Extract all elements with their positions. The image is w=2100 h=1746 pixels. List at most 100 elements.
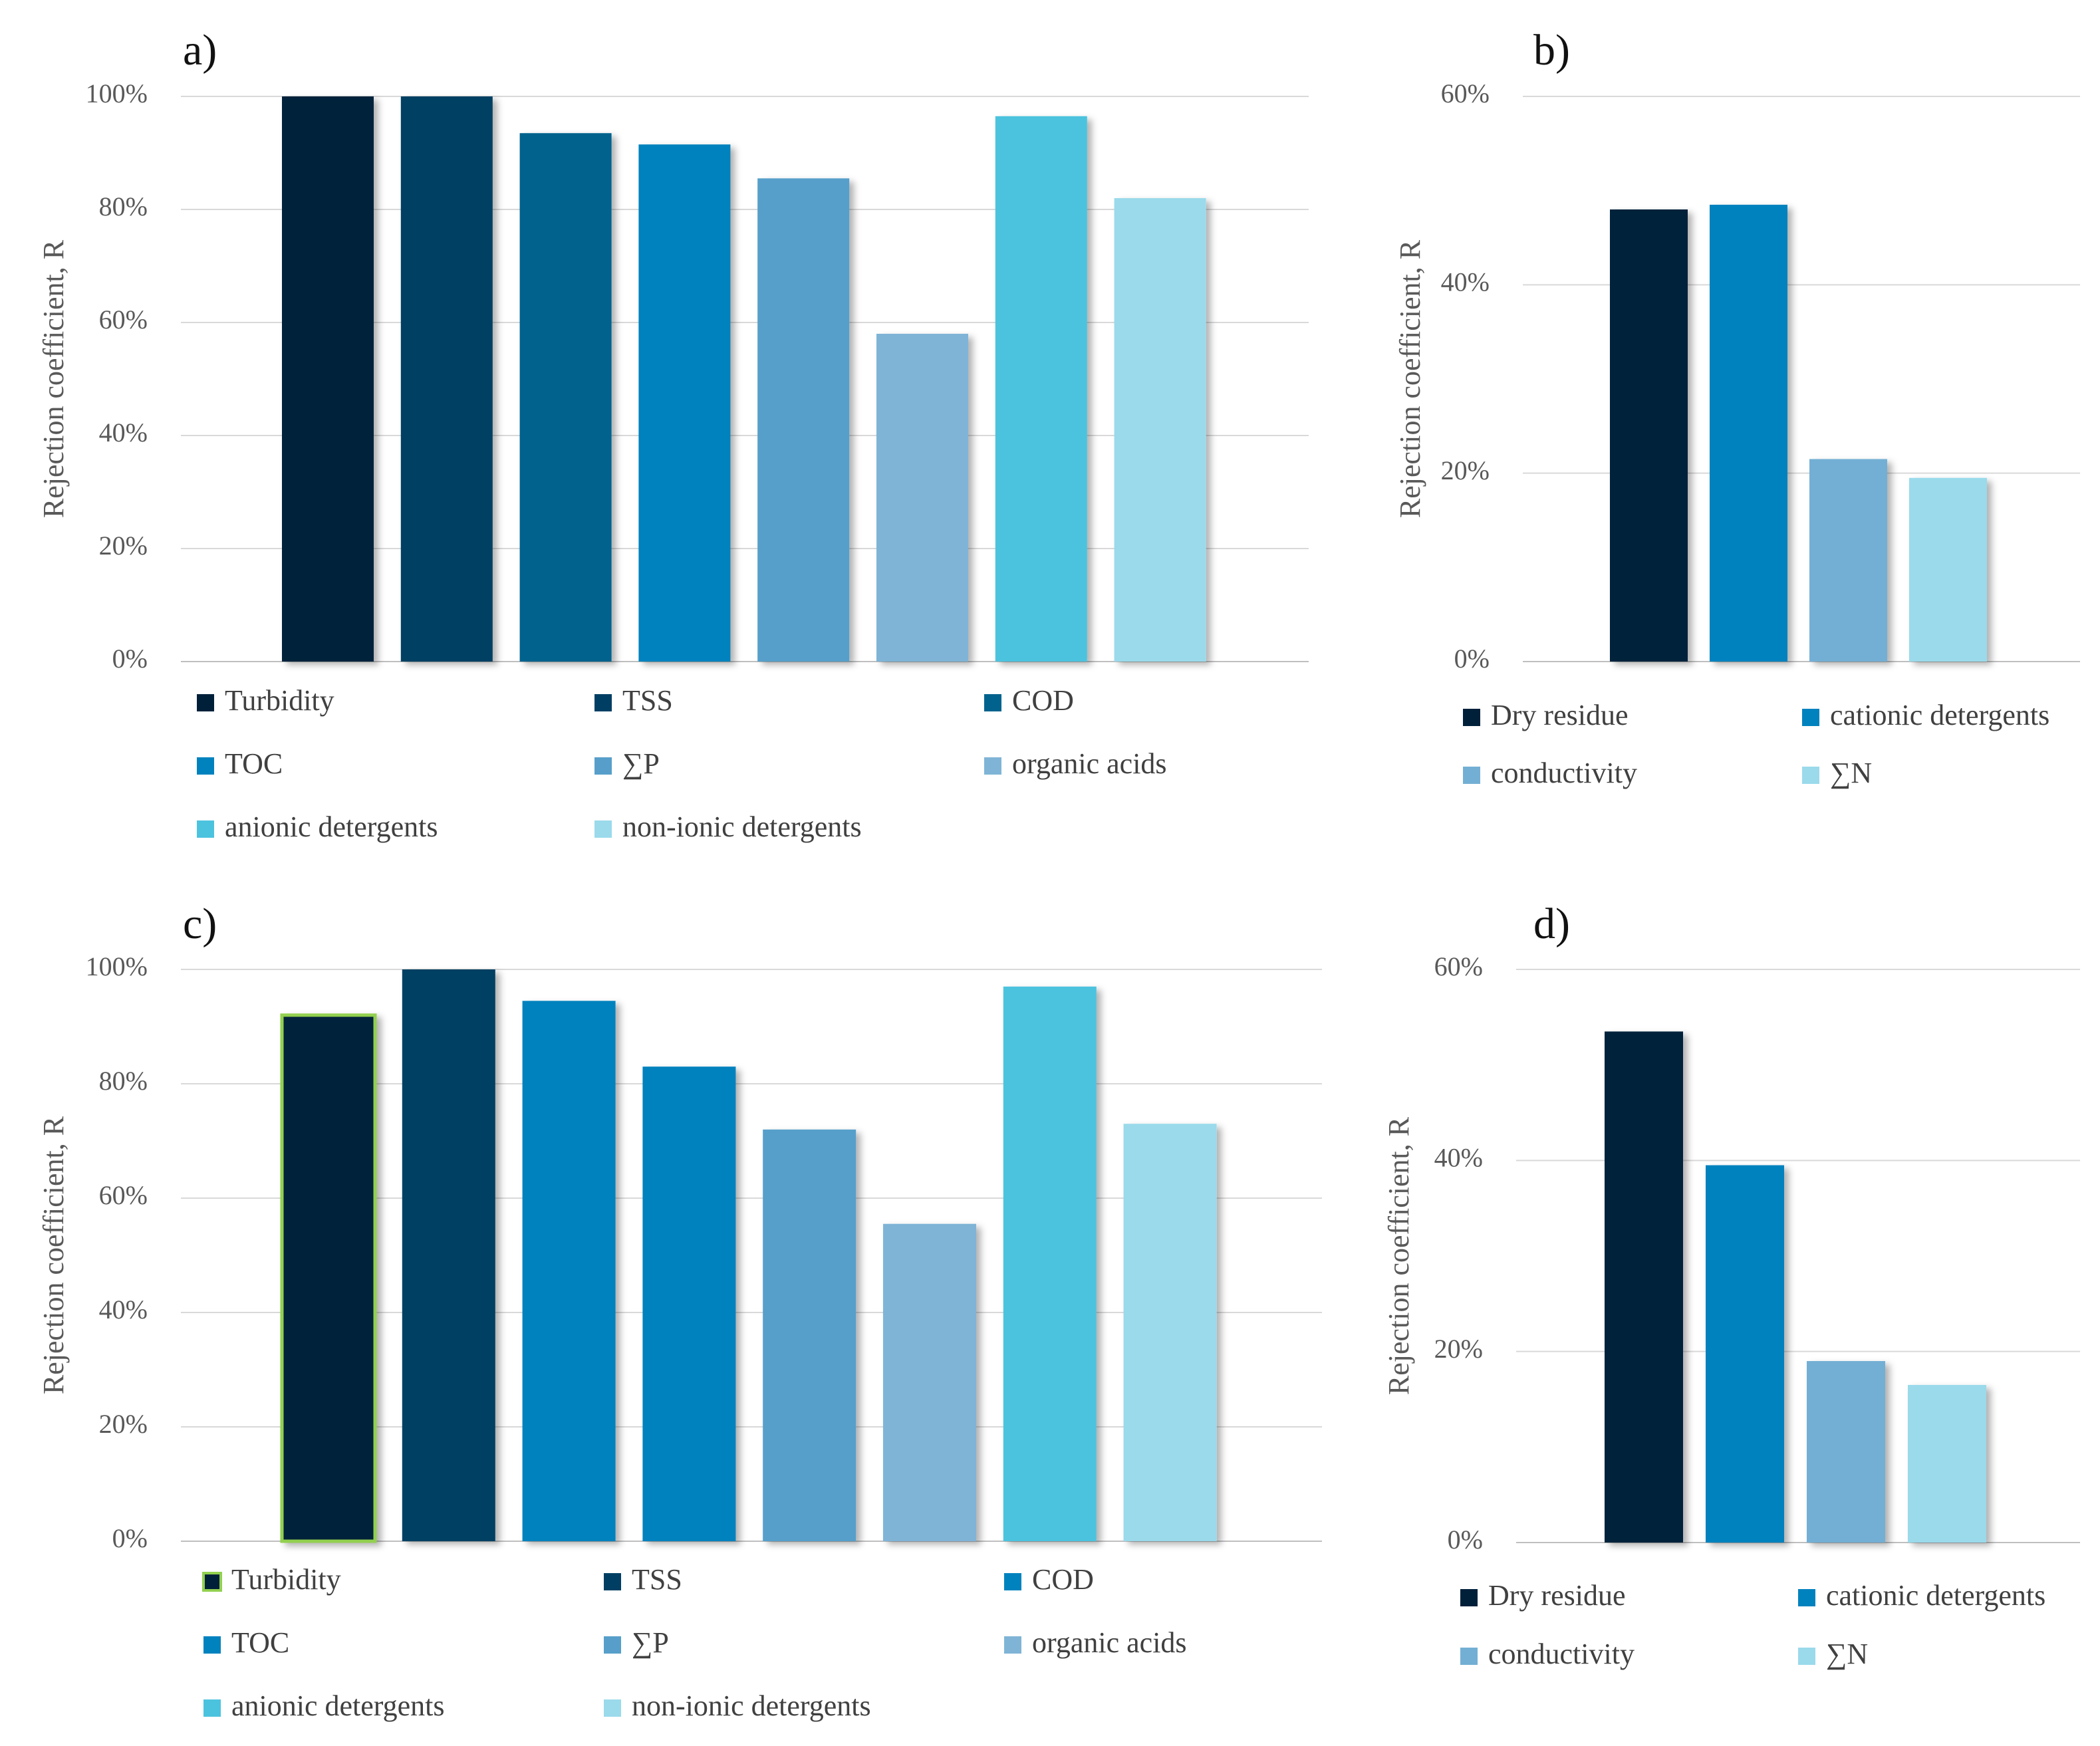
legend-label: Dry residue: [1488, 1579, 1626, 1612]
y-tick-label: 20%: [1441, 455, 1490, 485]
legend-label: Dry residue: [1491, 699, 1629, 731]
legend-swatch: [1463, 767, 1480, 784]
legend-swatch: [197, 757, 214, 775]
bar-0: [282, 1015, 375, 1541]
y-tick-label: 60%: [1441, 78, 1490, 108]
legend-swatch: [604, 1573, 621, 1590]
legend-label: TOC: [225, 747, 283, 780]
y-tick-label: 0%: [1454, 644, 1490, 674]
y-tick-label: 60%: [99, 305, 148, 334]
legend-swatch: [594, 757, 612, 775]
legend-label: cationic detergents: [1830, 699, 2049, 731]
bar-2: [520, 133, 612, 662]
y-tick-label: 80%: [99, 191, 148, 221]
legend-label: organic acids: [1032, 1626, 1187, 1659]
legend-swatch: [1460, 1648, 1478, 1665]
legend-swatch: [197, 820, 214, 838]
bar-4: [757, 178, 849, 662]
bar-5: [883, 1224, 976, 1541]
y-tick-label: 60%: [1434, 951, 1483, 981]
bar-6: [1003, 987, 1097, 1541]
y-axis-title: Rejection coefficient, R: [1382, 1116, 1415, 1395]
bar-0: [1610, 209, 1688, 662]
legend-label: ∑P: [622, 747, 660, 780]
legend-swatch: [984, 757, 1001, 775]
legend-swatch: [203, 1573, 221, 1590]
chart-panel-d: d) 0% 20% 40% 60% Rejection coefficient, R Dry…: [1382, 900, 2080, 1670]
bar-2: [523, 1001, 616, 1541]
legend-label: COD: [1012, 684, 1074, 717]
panel-label: d): [1533, 900, 1570, 948]
legend-label: conductivity: [1488, 1638, 1635, 1670]
legend-swatch: [203, 1699, 221, 1717]
bar-1: [402, 969, 495, 1541]
legend-label: conductivity: [1491, 757, 1637, 789]
legend-swatch: [1463, 709, 1480, 726]
chart-panel-c: c) 0% 20% 40% 60% 80% 100% Rejection coefficien…: [37, 900, 1322, 1722]
legend-label: Turbidity: [231, 1563, 341, 1596]
y-tick-label: 40%: [99, 418, 148, 447]
chart-panel-a: a) 0% 20% 40% 60% 80% 100% Rejection coefficien…: [37, 26, 1309, 843]
y-tick-label: 20%: [99, 531, 148, 561]
bar-3: [638, 144, 730, 662]
bar-2: [1809, 459, 1887, 662]
y-axis-title: Rejection coefficient, R: [37, 1116, 70, 1394]
legend-swatch: [1798, 1589, 1815, 1606]
y-tick-label: 40%: [99, 1295, 148, 1324]
legend-label: cationic detergents: [1826, 1579, 2045, 1612]
y-tick-label: 40%: [1441, 267, 1490, 297]
legend-swatch: [604, 1699, 621, 1717]
bar-0: [282, 96, 374, 662]
y-axis-title: Rejection coefficient, R: [37, 239, 70, 518]
bar-4: [763, 1130, 856, 1541]
legend-swatch: [197, 694, 214, 711]
bar-7: [1124, 1124, 1217, 1541]
panel-label: c): [183, 900, 217, 948]
legend-label: ∑P: [632, 1626, 669, 1659]
y-tick-label: 100%: [86, 78, 148, 108]
legend-swatch: [604, 1636, 621, 1654]
bar-1: [401, 96, 493, 662]
legend-swatch: [984, 694, 1001, 711]
bar-2: [1807, 1361, 1885, 1543]
panel-label: b): [1533, 26, 1570, 74]
y-tick-label: 40%: [1434, 1143, 1483, 1173]
bar-1: [1706, 1166, 1784, 1543]
legend-label: anionic detergents: [225, 811, 438, 843]
legend-label: non-ionic detergents: [622, 811, 862, 843]
legend-label: Turbidity: [225, 684, 334, 717]
figure: a)0%20%40%60%80%100%Rejection coefficien…: [0, 0, 2100, 1746]
legend-label: COD: [1032, 1563, 1094, 1596]
legend-swatch: [594, 694, 612, 711]
bar-3: [1908, 1385, 1986, 1543]
bar-0: [1605, 1031, 1683, 1543]
bar-3: [642, 1066, 735, 1541]
legend-swatch: [594, 820, 612, 838]
legend-label: TSS: [622, 684, 673, 717]
legend-swatch: [1460, 1589, 1478, 1606]
y-tick-label: 100%: [86, 951, 148, 981]
legend-label: ∑N: [1830, 757, 1872, 789]
chart-panel-b: b) 0% 20% 40% 60% Rejection coefficient, R Dry…: [1394, 26, 2080, 789]
y-tick-label: 80%: [99, 1066, 148, 1096]
y-tick-label: 0%: [112, 1523, 148, 1553]
legend-label: anionic detergents: [231, 1689, 445, 1722]
bar-3: [1909, 478, 1987, 662]
legend-label: TOC: [231, 1626, 289, 1659]
legend-swatch: [1802, 767, 1819, 784]
legend-swatch: [203, 1636, 221, 1654]
legend-swatch: [1802, 709, 1819, 726]
legend-label: TSS: [632, 1563, 682, 1596]
legend-swatch: [1004, 1636, 1021, 1654]
bar-6: [995, 116, 1087, 662]
legend-label: non-ionic detergents: [632, 1689, 871, 1722]
y-tick-label: 20%: [1434, 1334, 1483, 1364]
legend-swatch: [1004, 1573, 1021, 1590]
legend-label: organic acids: [1012, 747, 1167, 780]
bar-7: [1115, 198, 1206, 662]
y-tick-label: 0%: [1448, 1525, 1483, 1555]
legend-swatch: [1798, 1648, 1815, 1665]
bar-5: [876, 334, 968, 662]
y-tick-label: 0%: [112, 644, 148, 674]
y-tick-label: 20%: [99, 1409, 148, 1439]
